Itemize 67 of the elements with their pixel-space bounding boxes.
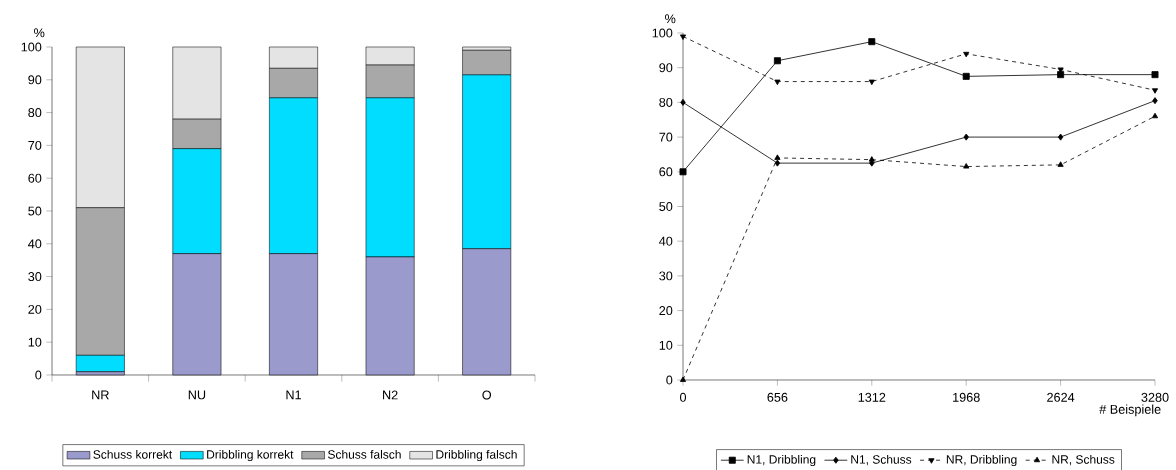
y-tick-label: 90 [659,63,673,73]
y-tick-label: 70 [659,132,673,142]
y-tick-label: 0 [666,375,673,385]
point [774,159,781,167]
point [1151,88,1159,94]
legend-label: NR, Dribbling [946,454,1017,467]
point [774,79,781,86]
point [679,34,687,40]
x-tick-label: N1 [286,390,301,400]
y-tick-label: 80 [28,108,42,118]
point [1152,97,1158,105]
x-tick-label: NR [92,390,109,400]
y-tick-label: 40 [659,236,673,246]
point [868,156,875,162]
y-tick-label: 100 [652,28,673,38]
x-tick-label: N2 [383,390,398,400]
y-tick-label: 50 [659,202,673,211]
y-tick-label: 10 [659,340,673,350]
point [1057,71,1065,79]
legend-label: N1, Dribbling [747,454,816,467]
y-axis-title: % [34,28,45,38]
point [868,79,875,86]
x-tick-label: 1968 [953,392,980,402]
y-tick-label: 20 [28,304,42,314]
point [774,154,781,160]
y-tick-label: 10 [28,337,42,347]
point [963,51,970,58]
y-tick-label: 50 [28,206,42,216]
x-tick-label: NU [188,390,206,400]
point [868,38,876,46]
x-tick-label: 656 [767,392,788,402]
x-tick-label: 3280 [1141,392,1169,402]
point [1151,112,1159,119]
legend-label: NR, Schuss [1052,454,1115,466]
y-tick-label: 80 [659,97,673,107]
y-tick-label: 60 [659,167,673,177]
y-tick-label: 60 [28,173,42,183]
y-tick-label: 20 [659,306,673,316]
point [773,57,781,65]
y-tick-label: 90 [28,75,42,85]
y-tick-label: 30 [659,271,673,281]
point [963,133,969,141]
y-tick-label: 30 [28,272,42,282]
point [1151,71,1159,79]
x-tick-label: O [482,390,492,400]
y-tick-label: 40 [28,239,42,249]
x-axis-title: # Beispiele [1099,404,1161,417]
legend-label: N1, Schuss [851,454,912,466]
legend-label: Schuss falsch [328,449,401,459]
y-axis-title: % [665,14,676,24]
legend-label: Dribbling korrekt [207,449,294,462]
point [1057,67,1064,73]
point [680,98,686,106]
y-tick-label: 70 [28,140,42,150]
x-tick-label: 1312 [858,392,886,402]
x-tick-label: 0 [679,392,687,402]
point [1057,161,1064,167]
y-tick-label: 0 [35,370,42,380]
point [679,168,687,176]
point [963,163,970,169]
point [962,72,970,80]
point [679,376,687,382]
legend-label: Dribbling falsch [436,449,517,462]
x-tick-label: 2624 [1047,392,1075,402]
point [1057,133,1064,141]
legend-label: Schuss korrekt [93,449,173,459]
y-tick-label: 100 [21,42,42,52]
